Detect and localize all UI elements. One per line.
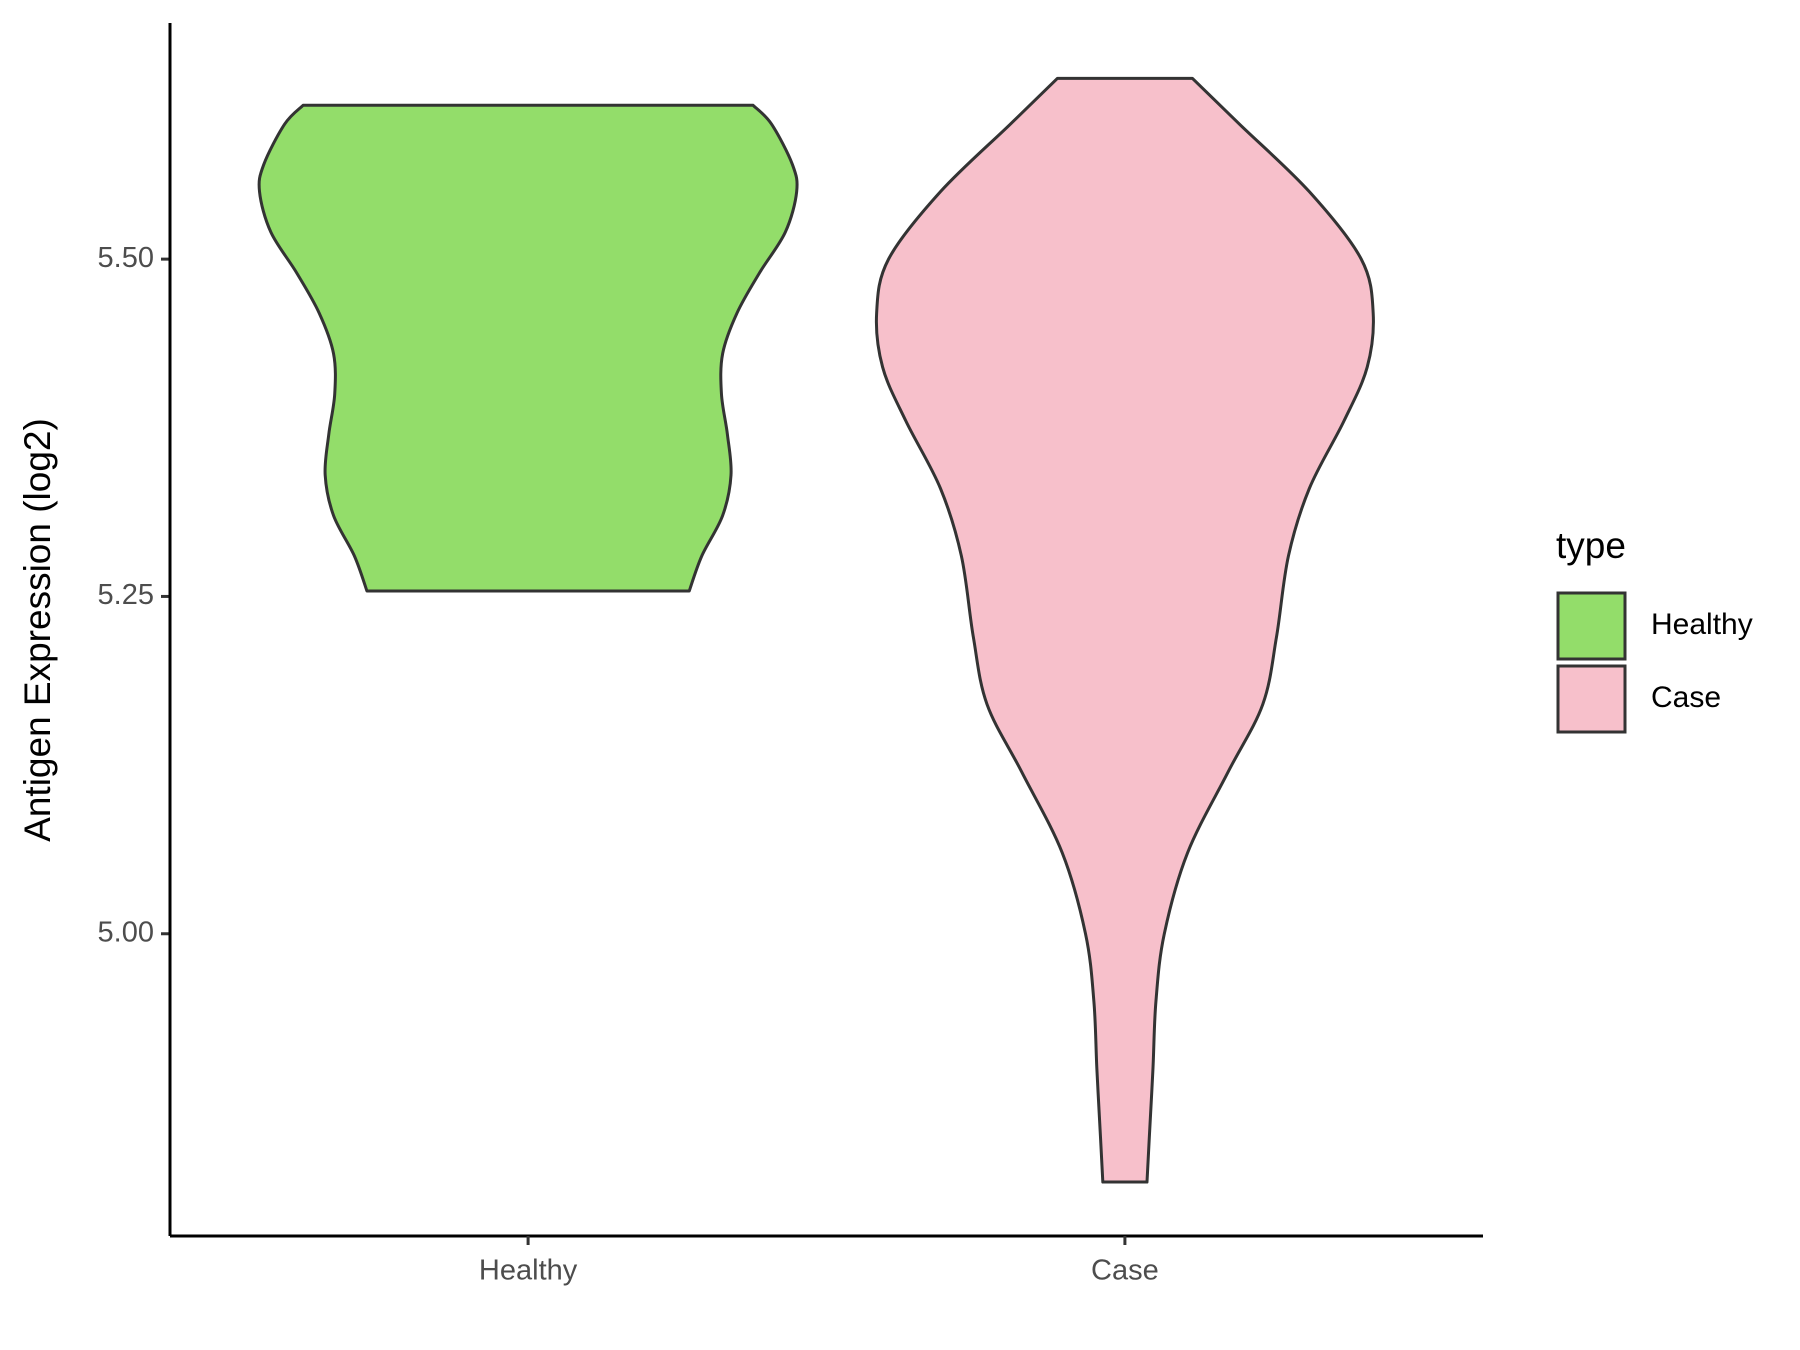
x-tick-label: Healthy bbox=[479, 1255, 578, 1287]
y-tick-label: 5.25 bbox=[98, 579, 154, 611]
legend-key bbox=[1556, 591, 1627, 661]
legend-label: Healthy bbox=[1651, 608, 1753, 641]
violin bbox=[257, 103, 799, 593]
y-axis-title: Antigen Expression (log2) bbox=[17, 418, 58, 842]
legend-key bbox=[1556, 664, 1627, 734]
violin bbox=[874, 76, 1375, 1184]
y-tick-label: 5.00 bbox=[98, 916, 154, 948]
x-tick-label: Case bbox=[1091, 1255, 1159, 1287]
y-tick-label: 5.50 bbox=[98, 242, 154, 274]
legend-title: type bbox=[1556, 525, 1626, 566]
legend-label: Case bbox=[1651, 681, 1721, 714]
